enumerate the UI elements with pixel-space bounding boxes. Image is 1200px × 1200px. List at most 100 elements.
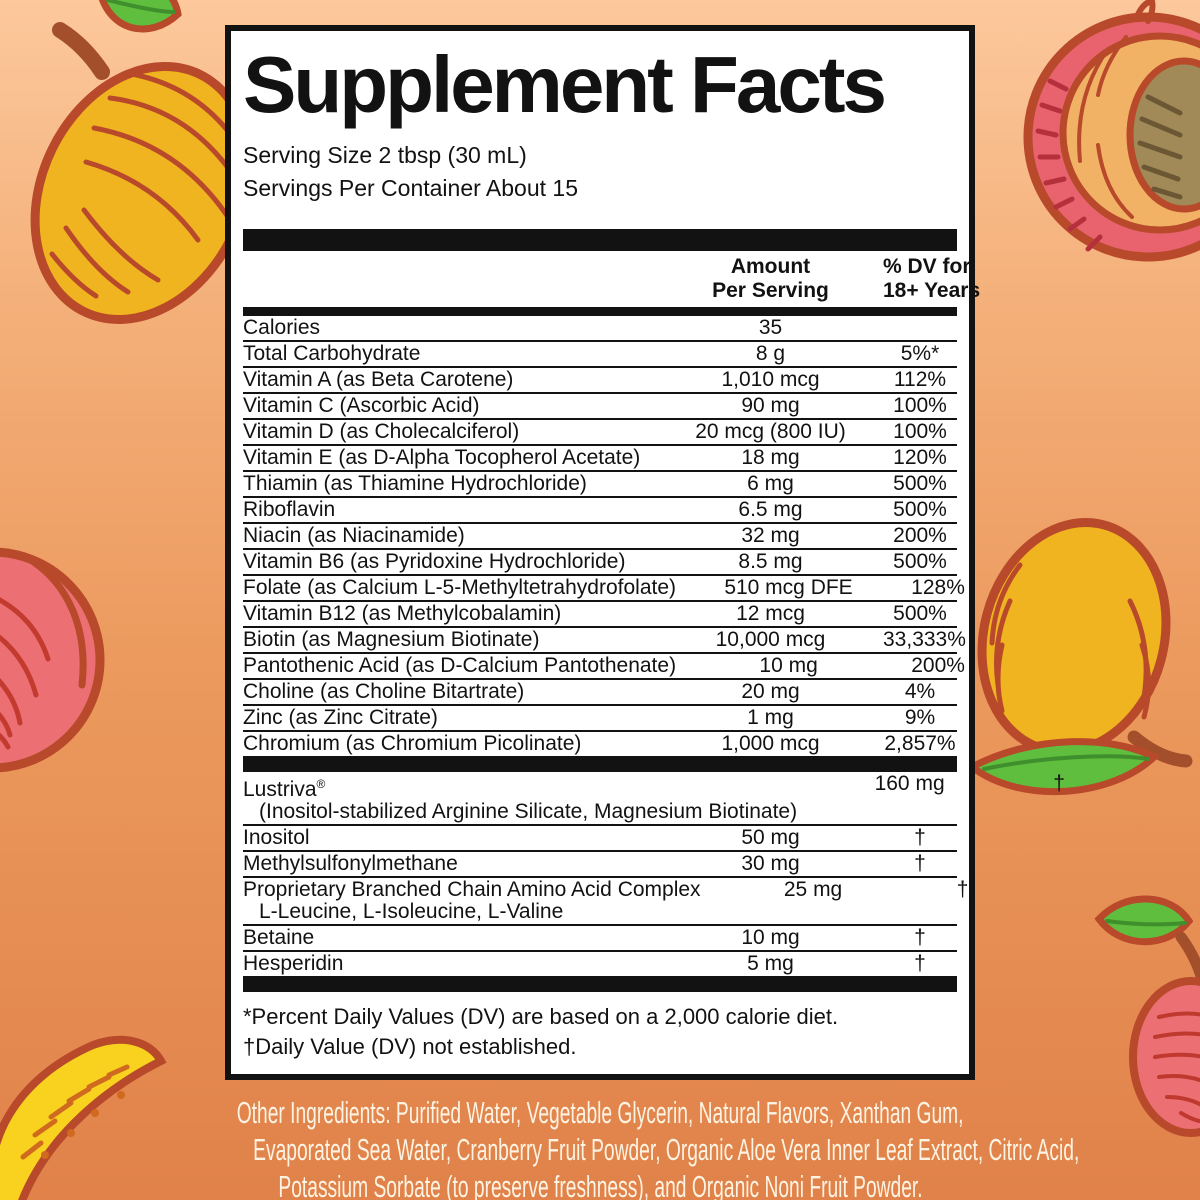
nutrient-name: Vitamin E (as D-Alpha Tocopherol Acetate… bbox=[243, 446, 641, 469]
servings-per-container: Servings Per Container About 15 bbox=[243, 175, 578, 201]
mango-illustration-top-left bbox=[30, 0, 254, 324]
table-row: Vitamin B6 (as Pyridoxine Hydrochloride)… bbox=[243, 548, 957, 574]
nutrient-name: Calories bbox=[243, 316, 321, 339]
supplement-facts-panel: Supplement Facts Serving Size 2 tbsp (30… bbox=[225, 25, 1065, 1080]
table-row: Lustriva® (Inositol-stabilized Arginine … bbox=[243, 772, 1065, 824]
nutrient-name: Thiamin (as Thiamine Hydrochloride) bbox=[243, 472, 587, 495]
nutrient-amount: 90 mg bbox=[741, 394, 800, 417]
nutrient-amount: 6 mg bbox=[747, 472, 794, 495]
nutrient-name: Vitamin C (Ascorbic Acid) bbox=[243, 394, 480, 417]
nutrient-amount: 12 mcg bbox=[736, 602, 805, 625]
nutrient-dv: 500% bbox=[893, 498, 947, 521]
ingredient-dv: † bbox=[914, 952, 926, 975]
table-row: Calories 35 bbox=[243, 316, 957, 340]
nutrients-table: Calories 35 Total Carbohydrate 8 g 5%* V… bbox=[243, 316, 966, 756]
nutrient-dv: 500% bbox=[893, 550, 947, 573]
table-row: Betaine 10 mg † bbox=[243, 924, 957, 950]
nutrient-amount: 20 mg bbox=[741, 680, 800, 703]
nutrient-dv: 9% bbox=[904, 706, 936, 729]
ingredient-name: Lustriva® (Inositol-stabilized Arginine … bbox=[243, 777, 798, 823]
other-ingredients-line: Potassium Sorbate (to preserve freshness… bbox=[277, 1169, 923, 1200]
column-headers: Amount Per Serving % DV for 18+ Years bbox=[243, 251, 981, 307]
table-row: Hesperidin 5 mg † bbox=[243, 950, 957, 976]
ingredient-amount: 10 mg bbox=[741, 926, 800, 949]
nutrient-dv: 100% bbox=[893, 394, 947, 417]
table-row: Vitamin A (as Beta Carotene) 1,010 mcg 1… bbox=[243, 366, 957, 392]
table-row: Inositol 50 mg † bbox=[243, 824, 957, 850]
footnote-dv: *Percent Daily Values (DV) are based on … bbox=[243, 1004, 839, 1029]
ingredient-name: Methylsulfonylmethane bbox=[243, 852, 458, 875]
nutrient-amount: 20 mcg (800 IU) bbox=[695, 420, 846, 443]
nutrient-name: Vitamin B6 (as Pyridoxine Hydrochloride) bbox=[243, 550, 626, 573]
nutrient-name: Vitamin B12 (as Methylcobalamin) bbox=[243, 602, 562, 625]
divider-bar bbox=[243, 976, 957, 992]
table-row: Biotin (as Magnesium Biotinate) 10,000 m… bbox=[243, 626, 966, 652]
nutrient-amount: 35 bbox=[758, 316, 783, 339]
other-ingredients-line: Evaporated Sea Water, Cranberry Fruit Po… bbox=[253, 1132, 1080, 1167]
nutrient-dv: 128% bbox=[911, 576, 965, 599]
nutrient-name: Folate (as Calcium L-5-Methyltetrahydrof… bbox=[243, 576, 677, 599]
nutrient-amount: 8 g bbox=[755, 342, 786, 365]
table-row: Vitamin E (as D-Alpha Tocopherol Acetate… bbox=[243, 444, 957, 470]
registered-mark: ® bbox=[316, 777, 326, 791]
divider-bar bbox=[243, 756, 957, 772]
peach-illustration-left bbox=[0, 547, 105, 773]
ingredient-amount: 5 mg bbox=[747, 952, 794, 975]
nutrient-amount: 510 mcg DFE bbox=[724, 576, 853, 599]
nutrient-amount: 18 mg bbox=[741, 446, 800, 469]
peach-half-illustration-top-right bbox=[1023, 0, 1200, 262]
mango-illustration-right bbox=[965, 518, 1193, 796]
nutrient-name: Choline (as Choline Bitartrate) bbox=[243, 680, 525, 703]
nutrient-amount: 1,000 mcg bbox=[721, 732, 820, 755]
ingredient-name: Betaine bbox=[243, 926, 315, 949]
nutrient-name: Pantothenic Acid (as D-Calcium Pantothen… bbox=[243, 654, 677, 677]
serving-info: Serving Size 2 tbsp (30 mL) Servings Per… bbox=[243, 139, 957, 205]
page-title: Supplement Facts bbox=[243, 40, 887, 129]
nutrient-name: Vitamin A (as Beta Carotene) bbox=[243, 368, 514, 391]
divider-bar bbox=[243, 229, 957, 251]
table-row: Vitamin C (Ascorbic Acid) 90 mg 100% bbox=[243, 392, 957, 418]
nutrient-name: Niacin (as Niacinamide) bbox=[243, 524, 465, 547]
table-row: Proprietary Branched Chain Amino Acid Co… bbox=[243, 876, 968, 924]
nutrient-dv: 500% bbox=[893, 472, 947, 495]
ingredient-name: Proprietary Branched Chain Amino Acid Co… bbox=[243, 878, 701, 923]
table-row: Methylsulfonylmethane 30 mg † bbox=[243, 850, 957, 876]
ingredient-amount: 25 mg bbox=[783, 878, 843, 901]
table-row: Pantothenic Acid (as D-Calcium Pantothen… bbox=[243, 652, 965, 678]
table-row: Riboflavin 6.5 mg 500% bbox=[243, 496, 957, 522]
serving-size: Serving Size 2 tbsp (30 mL) bbox=[243, 142, 527, 168]
nutrient-dv: 112% bbox=[893, 368, 947, 391]
ingredient-dv: † bbox=[914, 826, 926, 849]
peach-illustration-bottom-right bbox=[1094, 895, 1200, 1137]
blend-table: Lustriva® (Inositol-stabilized Arginine … bbox=[243, 772, 1065, 976]
nutrient-amount: 1 mg bbox=[747, 706, 794, 729]
nutrient-name: Biotin (as Magnesium Biotinate) bbox=[243, 628, 540, 651]
nutrient-dv: 120% bbox=[893, 446, 947, 469]
table-row: Vitamin B12 (as Methylcobalamin) 12 mcg … bbox=[243, 600, 957, 626]
ingredient-name: Hesperidin bbox=[243, 952, 344, 975]
nutrient-dv: 5%* bbox=[900, 342, 940, 365]
amount-column-header: Amount Per Serving bbox=[712, 255, 829, 302]
ingredient-amount: 50 mg bbox=[741, 826, 800, 849]
dv-column-header: % DV for 18+ Years bbox=[883, 255, 981, 302]
ingredient-dv: † bbox=[914, 852, 926, 875]
nutrient-amount: 6.5 mg bbox=[738, 498, 803, 521]
table-row: Folate (as Calcium L-5-Methyltetrahydrof… bbox=[243, 574, 965, 600]
nutrient-name: Zinc (as Zinc Citrate) bbox=[243, 706, 438, 729]
nutrient-dv: 4% bbox=[904, 680, 936, 703]
nutrient-name: Vitamin D (as Cholecalciferol) bbox=[243, 420, 520, 443]
other-ingredients: Other Ingredients: Purified Water, Veget… bbox=[0, 1094, 1200, 1200]
ingredient-dv: † bbox=[914, 926, 926, 949]
ingredient-subtext: L-Leucine, L-Isoleucine, L-Valine bbox=[259, 900, 564, 923]
nutrient-amount: 10,000 mcg bbox=[715, 628, 826, 651]
table-row: Vitamin D (as Cholecalciferol) 20 mcg (8… bbox=[243, 418, 957, 444]
nutrient-dv: 33,333% bbox=[883, 628, 966, 651]
ingredient-subtext: (Inositol-stabilized Arginine Silicate, … bbox=[259, 800, 798, 823]
ingredient-amount: 30 mg bbox=[741, 852, 800, 875]
nutrient-name: Total Carbohydrate bbox=[243, 342, 421, 365]
table-row: Niacin (as Niacinamide) 32 mg 200% bbox=[243, 522, 957, 548]
divider-bar bbox=[243, 307, 957, 316]
ingredient-dv: † bbox=[956, 878, 969, 901]
other-ingredients-line: Other Ingredients: Purified Water, Veget… bbox=[236, 1095, 964, 1130]
